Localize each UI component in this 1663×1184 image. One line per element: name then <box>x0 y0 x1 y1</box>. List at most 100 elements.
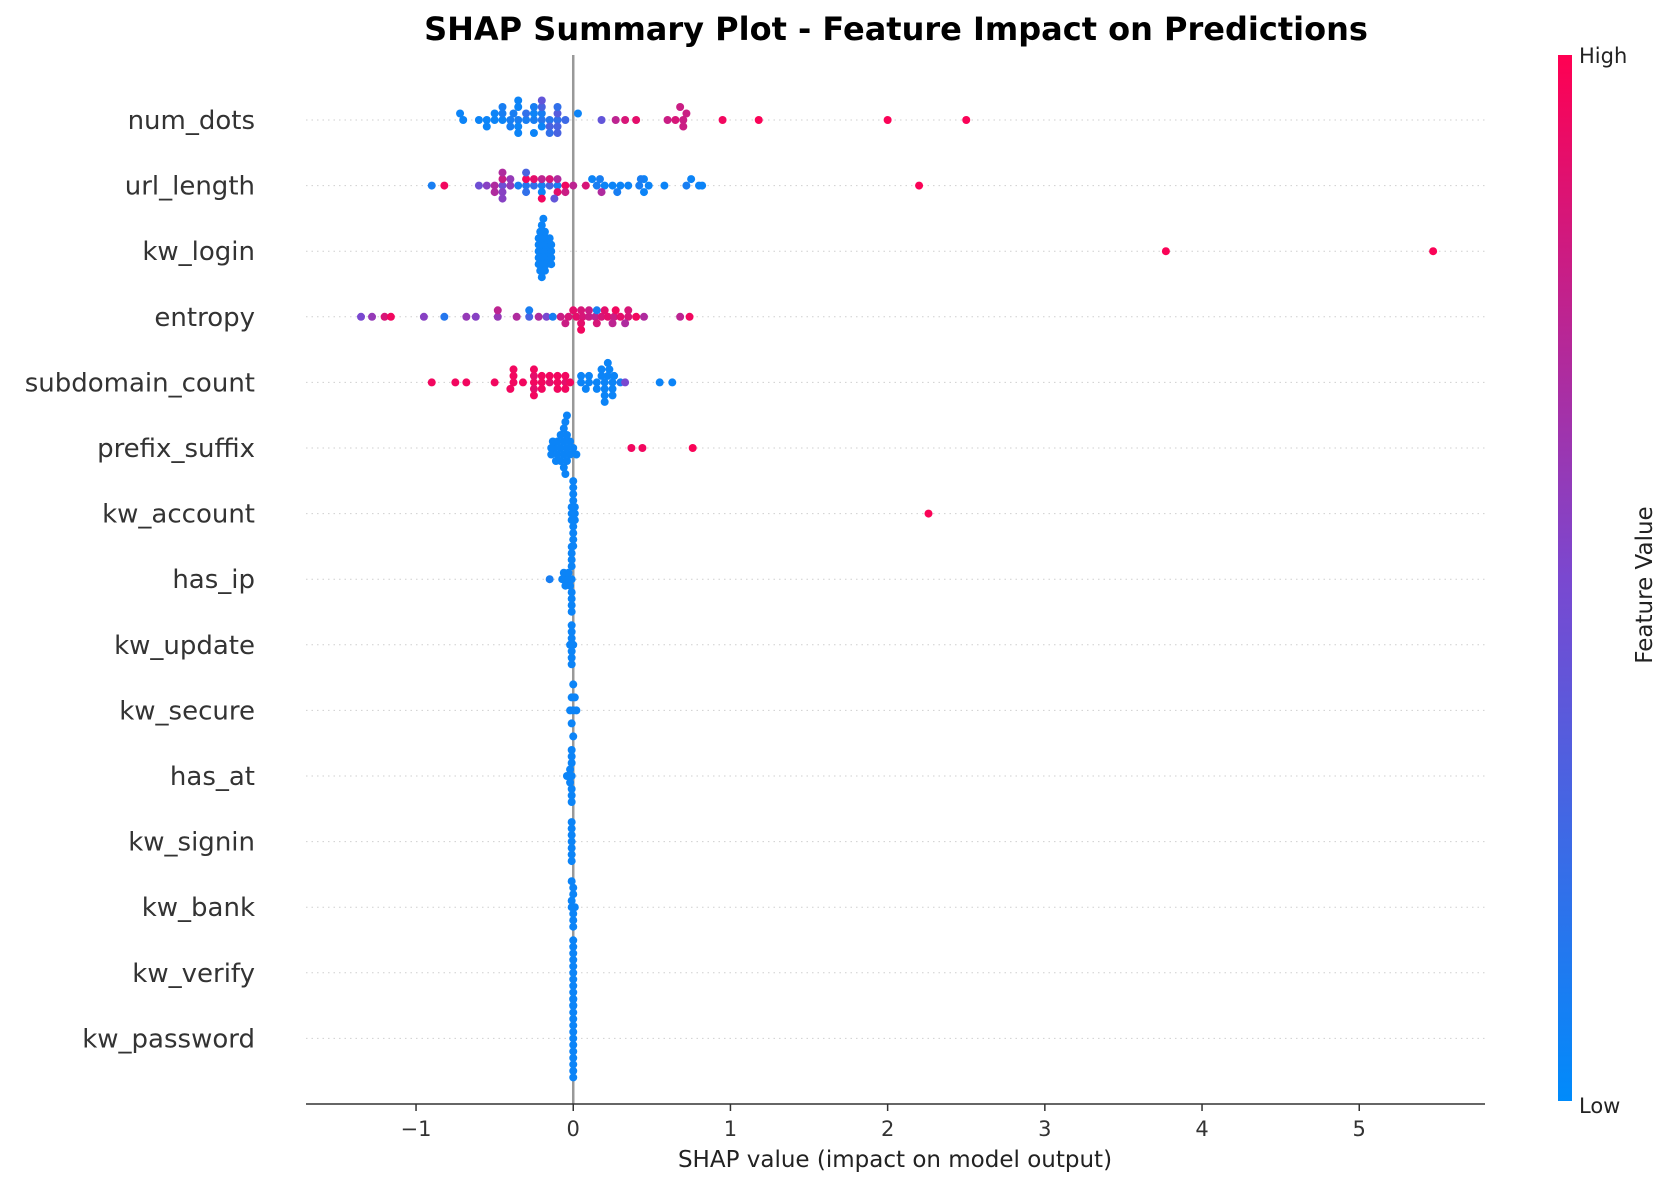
feature-label-kw_password: kw_password <box>82 1024 255 1054</box>
feature-label-has_at: has_at <box>170 762 255 792</box>
point-subdomain_count-12 <box>509 371 518 380</box>
point-prefix_suffix-6 <box>566 437 575 446</box>
point-url_length-7 <box>514 181 523 190</box>
point-subdomain_count-17 <box>561 371 570 380</box>
point-url_length-37 <box>522 175 531 184</box>
point-prefix_suffix-8 <box>559 450 568 459</box>
point-kw_password-12 <box>569 1073 578 1082</box>
point-has_ip-6 <box>564 568 573 577</box>
point-entropy-37 <box>624 306 633 315</box>
point-kw_signin-2 <box>567 844 576 853</box>
point-num_dots-1 <box>474 116 483 124</box>
point-kw_verify-0 <box>569 968 578 977</box>
point-num_dots-48 <box>676 103 685 111</box>
chart-title: SHAP Summary Plot - Feature Impact on Pr… <box>424 10 1368 48</box>
point-prefix_suffix-15 <box>559 463 568 472</box>
point-num_dots-47 <box>679 122 688 131</box>
point-num_dots-22 <box>482 122 491 131</box>
point-entropy-0 <box>357 312 366 321</box>
point-kw_password-6 <box>569 1053 578 1062</box>
point-kw_login-27 <box>537 221 546 230</box>
point-kw_update-6 <box>567 621 576 630</box>
point-subdomain_count-15 <box>545 371 554 380</box>
point-subdomain_count-48 <box>603 358 612 367</box>
point-num_dots-24 <box>537 122 546 131</box>
point-kw_account-12 <box>569 477 578 486</box>
point-num_dots-37 <box>514 96 523 105</box>
point-num_dots-13 <box>456 109 465 118</box>
point-num_dots-4 <box>498 116 507 124</box>
point-subdomain_count-7 <box>537 378 546 387</box>
x-tick-label-5: 4 <box>1195 1117 1208 1141</box>
point-has_at-5 <box>567 785 576 793</box>
point-url_length-43 <box>595 175 604 184</box>
point-entropy-7 <box>471 312 480 321</box>
point-prefix_suffix-10 <box>556 431 565 439</box>
point-num_dots-21 <box>573 109 582 118</box>
point-kw_password-8 <box>569 1060 578 1069</box>
point-subdomain_count-29 <box>600 378 609 387</box>
point-kw_login-22 <box>547 260 556 269</box>
point-subdomain_count-6 <box>529 378 538 387</box>
point-num_dots-12 <box>561 116 570 124</box>
point-num_dots-50 <box>754 116 763 124</box>
x-tick-label-0: −1 <box>401 1117 432 1141</box>
point-num_dots-44 <box>671 116 680 124</box>
point-subdomain_count-32 <box>621 378 630 387</box>
point-kw_bank-5 <box>569 916 578 925</box>
point-url_length-1 <box>440 181 449 190</box>
point-url_length-18 <box>608 181 617 190</box>
point-num_dots-40 <box>611 116 620 124</box>
point-url_length-14 <box>569 181 578 190</box>
point-entropy-36 <box>611 306 620 315</box>
point-num_dots-15 <box>498 109 507 118</box>
point-kw_password-2 <box>569 1040 578 1049</box>
point-kw_bank-6 <box>569 883 578 892</box>
point-subdomain_count-9 <box>553 378 562 387</box>
x-tick-label-6: 5 <box>1353 1117 1366 1141</box>
point-kw_login-31 <box>1429 247 1438 256</box>
point-subdomain_count-39 <box>610 371 619 380</box>
point-has_ip-9 <box>567 562 576 571</box>
point-subdomain_count-41 <box>592 384 601 393</box>
point-prefix_suffix-7 <box>553 450 562 459</box>
point-entropy-20 <box>597 312 606 321</box>
point-num_dots-14 <box>490 109 499 118</box>
point-url_length-9 <box>529 181 538 190</box>
point-entropy-27 <box>676 312 685 321</box>
point-kw_account-10 <box>569 483 578 492</box>
point-subdomain_count-37 <box>597 371 606 380</box>
point-subdomain_count-25 <box>529 391 538 400</box>
point-entropy-22 <box>610 312 619 321</box>
point-num_dots-23 <box>506 122 515 131</box>
point-subdomain_count-46 <box>600 391 609 400</box>
point-url_length-28 <box>498 188 507 197</box>
point-prefix_suffix-22 <box>551 457 560 465</box>
feature-label-kw_account: kw_account <box>102 500 255 530</box>
point-has_at-6 <box>567 752 576 761</box>
point-url_length-33 <box>597 188 606 197</box>
point-entropy-11 <box>534 312 543 321</box>
point-kw_bank-1 <box>570 903 579 912</box>
feature-label-subdomain_count: subdomain_count <box>25 368 255 398</box>
point-entropy-35 <box>600 306 609 315</box>
point-entropy-39 <box>577 319 586 328</box>
point-entropy-42 <box>621 319 630 328</box>
point-subdomain_count-30 <box>608 378 617 387</box>
point-entropy-15 <box>564 312 573 321</box>
point-prefix_suffix-14 <box>559 424 568 433</box>
point-has_at-8 <box>567 746 576 754</box>
point-kw_verify-1 <box>569 962 578 971</box>
point-url_length-20 <box>624 181 633 190</box>
point-subdomain_count-19 <box>529 384 538 393</box>
point-url_length-10 <box>537 181 546 190</box>
point-url_length-13 <box>561 181 570 190</box>
point-subdomain_count-14 <box>537 371 546 380</box>
point-kw_update-2 <box>567 634 576 643</box>
point-kw_password-1 <box>569 1027 578 1036</box>
point-kw_signin-3 <box>567 824 576 833</box>
point-kw_verify-7 <box>569 942 578 951</box>
point-url_length-34 <box>613 188 622 197</box>
